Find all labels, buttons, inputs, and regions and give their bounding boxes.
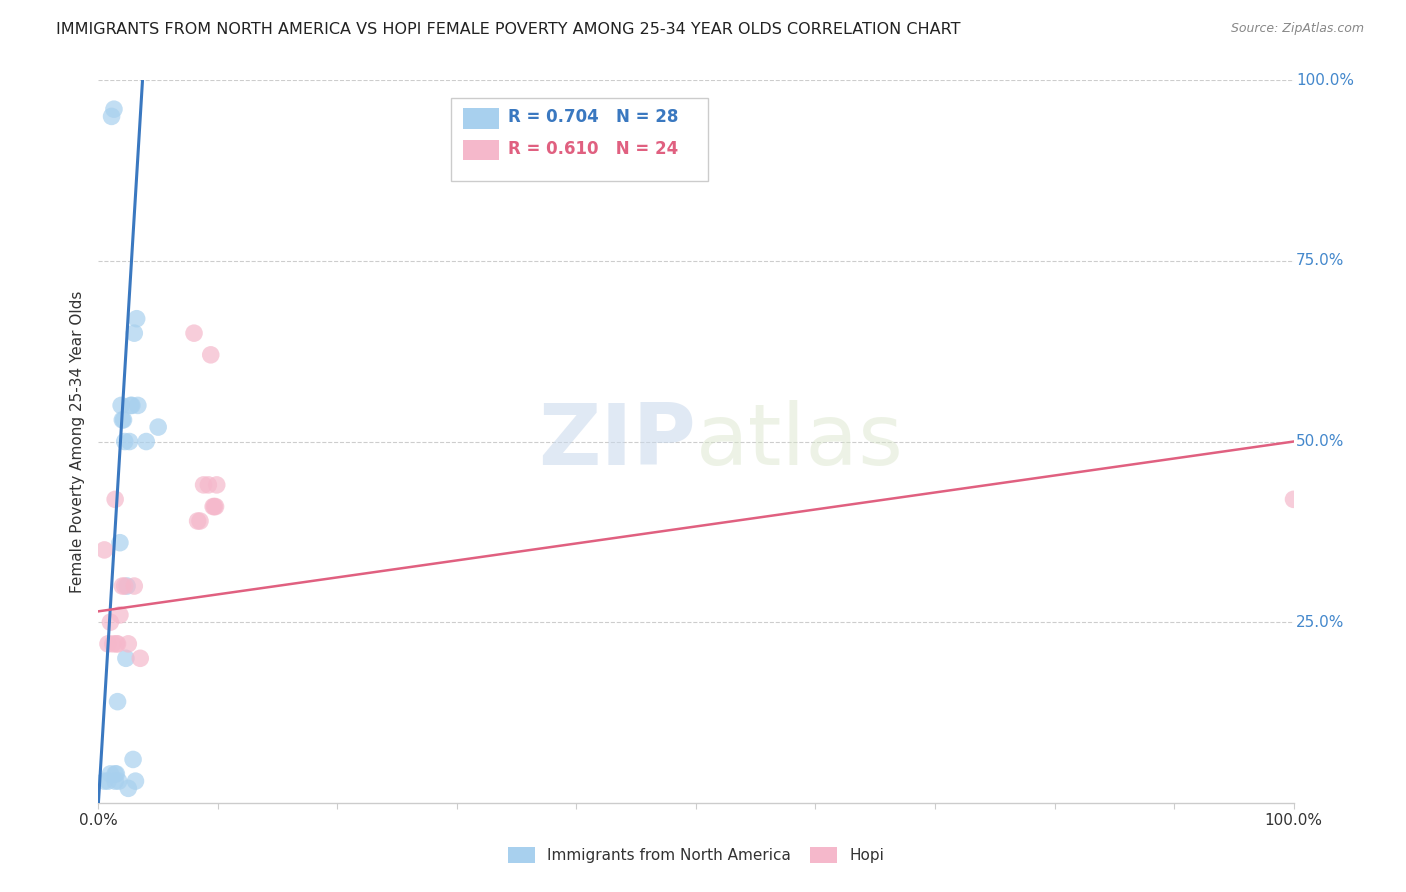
Point xyxy=(101,637,124,651)
Point xyxy=(204,500,226,514)
Point xyxy=(122,752,145,766)
Point xyxy=(93,774,115,789)
Point xyxy=(104,774,127,789)
Text: 50.0%: 50.0% xyxy=(1296,434,1344,449)
Point xyxy=(112,413,135,427)
Point xyxy=(105,767,128,781)
Point xyxy=(117,637,139,651)
Text: Source: ZipAtlas.com: Source: ZipAtlas.com xyxy=(1230,22,1364,36)
Point xyxy=(97,774,120,789)
Point xyxy=(103,102,125,116)
Point xyxy=(183,326,205,340)
Point xyxy=(114,434,136,449)
Point xyxy=(100,110,122,124)
Point xyxy=(200,348,222,362)
FancyBboxPatch shape xyxy=(451,98,709,181)
Point xyxy=(104,767,127,781)
Point xyxy=(115,579,138,593)
Text: atlas: atlas xyxy=(696,400,904,483)
Text: R = 0.704   N = 28: R = 0.704 N = 28 xyxy=(509,108,679,126)
Point xyxy=(108,535,131,549)
Point xyxy=(120,398,142,412)
FancyBboxPatch shape xyxy=(463,139,499,160)
Point xyxy=(124,326,146,340)
Legend: Immigrants from North America, Hopi: Immigrants from North America, Hopi xyxy=(503,842,889,867)
Point xyxy=(97,637,120,651)
Point xyxy=(1282,492,1305,507)
Point xyxy=(197,478,219,492)
Point xyxy=(193,478,215,492)
Point xyxy=(93,542,115,557)
Point xyxy=(107,774,129,789)
Text: IMMIGRANTS FROM NORTH AMERICA VS HOPI FEMALE POVERTY AMONG 25-34 YEAR OLDS CORRE: IMMIGRANTS FROM NORTH AMERICA VS HOPI FE… xyxy=(56,22,960,37)
Point xyxy=(114,579,136,593)
Point xyxy=(104,492,127,507)
Text: 100.0%: 100.0% xyxy=(1296,73,1354,87)
Point xyxy=(111,413,134,427)
Point xyxy=(202,500,225,514)
Y-axis label: Female Poverty Among 25-34 Year Olds: Female Poverty Among 25-34 Year Olds xyxy=(69,291,84,592)
Point xyxy=(124,579,146,593)
Point xyxy=(127,398,149,412)
Point xyxy=(111,579,134,593)
FancyBboxPatch shape xyxy=(463,109,499,128)
Point xyxy=(107,637,129,651)
Point xyxy=(148,420,170,434)
Point xyxy=(105,637,128,651)
Point xyxy=(115,651,138,665)
Point xyxy=(110,398,132,412)
Text: 75.0%: 75.0% xyxy=(1296,253,1344,268)
Point xyxy=(98,615,122,630)
Point xyxy=(121,398,143,412)
Point xyxy=(117,781,139,796)
Point xyxy=(108,607,131,622)
Point xyxy=(187,514,209,528)
Point xyxy=(205,478,228,492)
Point xyxy=(107,695,129,709)
Point xyxy=(98,767,122,781)
Point xyxy=(188,514,211,528)
Point xyxy=(125,311,148,326)
Point xyxy=(118,434,141,449)
Point xyxy=(124,774,146,789)
Text: 25.0%: 25.0% xyxy=(1296,615,1344,630)
Text: R = 0.610   N = 24: R = 0.610 N = 24 xyxy=(509,140,679,158)
Point xyxy=(129,651,152,665)
Point xyxy=(135,434,157,449)
Text: ZIP: ZIP xyxy=(538,400,696,483)
Point xyxy=(202,500,225,514)
